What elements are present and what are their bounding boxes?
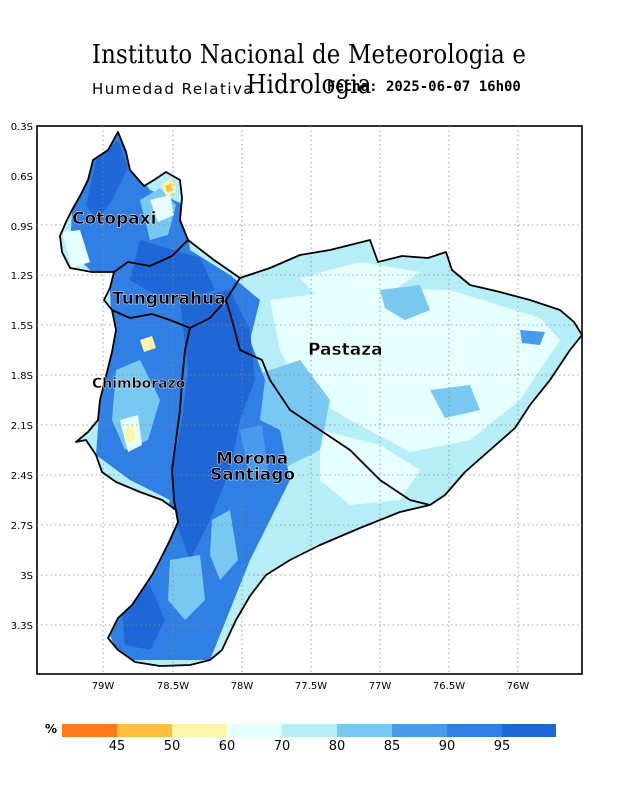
colorbar-swatch (117, 724, 172, 737)
colorbar-swatch (337, 724, 392, 737)
grid-lines (37, 126, 582, 674)
colorbar-swatch (447, 724, 502, 737)
svg-text:3.3S: 3.3S (11, 621, 33, 632)
colorbar-tick: 60 (218, 739, 236, 754)
colorbar-tick: 70 (273, 739, 291, 754)
svg-text:78W: 78W (231, 681, 254, 692)
colorbar-tick: 45 (108, 739, 126, 754)
colorbar-tick: 95 (493, 739, 511, 754)
colorbar-tick: 85 (383, 739, 401, 754)
svg-text:2.4S: 2.4S (11, 471, 33, 482)
province-labels: Cotopaxi Tungurahua Pastaza Chimborazo M… (72, 209, 383, 485)
svg-text:0.9S: 0.9S (11, 222, 33, 233)
map-date: Fecha: 2025-06-07 16h00 (327, 79, 521, 95)
svg-text:1.2S: 1.2S (11, 271, 33, 282)
svg-text:79W: 79W (92, 681, 115, 692)
svg-text:0.6S: 0.6S (11, 172, 33, 183)
svg-text:78.5W: 78.5W (157, 681, 189, 692)
colorbar-swatch (502, 724, 556, 737)
colorbar-tick: 50 (163, 739, 181, 754)
colorbar-swatch (172, 724, 227, 737)
longitude-labels: 79W 78.5W 78W 77.5W 77W 76.5W 76W (92, 681, 530, 692)
colorbar-unit: % (45, 722, 58, 736)
province-label-morona: Morona (216, 449, 288, 469)
svg-text:77W: 77W (369, 681, 392, 692)
province-label-pastaza: Pastaza (308, 340, 383, 360)
svg-text:76W: 76W (507, 681, 530, 692)
province-label-chimborazo: Chimborazo (92, 376, 186, 392)
province-label-santiago: Santiago (210, 465, 295, 485)
province-label-tungurahua: Tungurahua (112, 289, 226, 309)
page-title: Instituto Nacional de Meteorologia e Hid… (91, 40, 527, 100)
map-subtitle: Humedad Relativa (92, 80, 255, 98)
province-label-cotopaxi: Cotopaxi (72, 209, 156, 229)
svg-text:1.5S: 1.5S (11, 321, 33, 332)
colorbar-swatch (227, 724, 282, 737)
province-borders (59, 131, 583, 667)
svg-text:2.7S: 2.7S (11, 521, 33, 532)
svg-text:3S: 3S (20, 571, 33, 582)
colorbar-swatch (282, 724, 337, 737)
svg-text:0.3S: 0.3S (11, 122, 33, 133)
svg-text:2.1S: 2.1S (11, 421, 33, 432)
svg-text:76.5W: 76.5W (433, 681, 465, 692)
latitude-labels: 0.3S 0.6S 0.9S 1.2S 1.5S 1.8S 2.1S 2.4S … (11, 122, 33, 632)
colorbar-tick: 90 (438, 739, 456, 754)
svg-text:77.5W: 77.5W (295, 681, 327, 692)
colorbar-tick: 80 (328, 739, 346, 754)
colorbar (62, 724, 556, 737)
colorbar-swatch (392, 724, 447, 737)
svg-text:1.8S: 1.8S (11, 371, 33, 382)
colorbar-swatch (62, 724, 117, 737)
